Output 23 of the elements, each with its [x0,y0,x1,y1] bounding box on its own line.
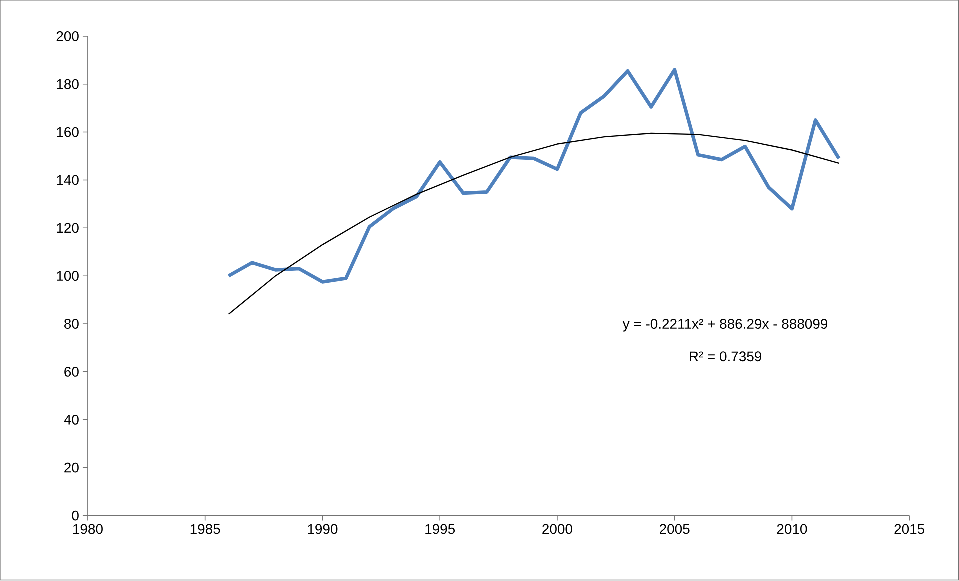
y-tick-label: 40 [64,415,79,425]
y-tick-label: 180 [57,80,79,90]
y-tick-label: 20 [64,463,79,473]
y-tick-label: 0 [72,510,79,521]
y-tick-label: 120 [57,223,79,234]
x-tick-label: 2015 [894,524,925,534]
line-series [227,68,841,284]
y-tick-label: 160 [57,127,79,138]
annotation: y = -0.2211x² + 886.29x - 888099 [622,319,828,332]
y-tick-label: 80 [64,319,79,330]
y-tick-label: 100 [57,271,79,282]
x-tick-label: 1985 [190,524,220,534]
x-tick-label: 2005 [660,524,690,534]
x-tick-label: 1995 [426,524,456,534]
x-tick-label: 2000 [542,524,572,534]
y-tick-label: 60 [64,367,79,378]
annotation: R² = 0.7359 [690,352,762,362]
x-tick-label: 1990 [308,524,338,534]
x-tick-label: 1980 [74,524,103,534]
x-tick-label: 2010 [777,524,808,534]
y-tick-label: 200 [56,32,79,42]
y-tick-label: 140 [57,175,79,186]
line-series [228,133,840,316]
